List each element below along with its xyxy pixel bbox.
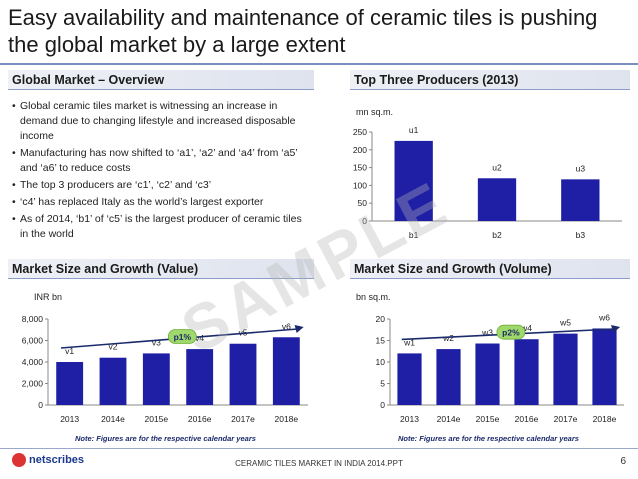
growth-arrow-head-icon — [294, 325, 304, 333]
y-tick-label: 150 — [353, 163, 367, 173]
bullet-item: As of 2014, ‘b1’ of ‘c5’ is the largest … — [10, 212, 310, 242]
page-number: 6 — [620, 456, 626, 467]
y-tick-label: 100 — [353, 180, 367, 190]
x-tick-label: 2013 — [400, 414, 419, 424]
growth-badge — [496, 324, 526, 340]
data-label: v2 — [109, 342, 118, 352]
x-tick-label: 2017e — [231, 414, 255, 424]
y-tick-label: 0 — [362, 216, 367, 226]
section-header-overview: Global Market – Overview — [8, 70, 314, 90]
data-label: v3 — [152, 337, 161, 347]
y-tick-label: 0 — [380, 400, 385, 410]
value-chart: INR bn 0 2,000 4,000 6,000 8,000 v1 2013 v2 2014e… — [8, 287, 314, 435]
producers-chart: mn sq.m. 0 50 100 150 200 250 u1 b1 u2 b2 u3 b3 — [350, 102, 630, 247]
x-tick-label: 2018e — [275, 414, 299, 424]
data-label: w2 — [442, 333, 454, 343]
bullet-item: Global ceramic tiles market is witnessin… — [10, 99, 310, 144]
y-tick-label: 15 — [376, 336, 386, 346]
y-tick-label: 4,000 — [22, 357, 44, 367]
data-label: v4 — [195, 333, 204, 343]
x-tick-label: b3 — [576, 230, 586, 240]
bar — [394, 140, 433, 221]
x-tick-label: 2015e — [476, 414, 500, 424]
growth-badge-label: p2% — [502, 328, 520, 338]
bullet-item: ‘c4’ has replaced Italy as the world’s l… — [10, 195, 310, 210]
data-label: w6 — [598, 312, 610, 322]
logo-text: netscribes — [29, 453, 85, 466]
bar — [56, 362, 84, 405]
footer-filename: CERAMIC TILES MARKET IN INDIA 2014.PPT — [235, 459, 403, 468]
data-label: u1 — [409, 125, 419, 135]
bar — [477, 178, 517, 221]
x-tick-label: b2 — [492, 230, 502, 240]
data-label: w5 — [559, 318, 571, 328]
bullet-item: The top 3 producers are ‘c1’, ‘c2’ and ‘… — [10, 178, 310, 193]
x-tick-label: 2018e — [593, 414, 617, 424]
title-divider — [0, 63, 638, 65]
growth-badge — [167, 329, 197, 344]
y-axis-unit-label: INR bn — [34, 292, 62, 302]
data-label: v1 — [65, 346, 74, 356]
y-tick-label: 0 — [38, 400, 43, 410]
netscribes-logo: netscribes — [12, 453, 84, 467]
data-label: w1 — [403, 337, 415, 347]
data-label: v6 — [282, 321, 291, 331]
y-axis-unit-label: bn sq.m. — [356, 292, 391, 302]
y-tick-label: 20 — [376, 314, 386, 324]
section-header-producers: Top Three Producers (2013) — [350, 70, 630, 90]
growth-arrow-head-icon — [611, 325, 621, 333]
x-tick-label: 2017e — [554, 414, 578, 424]
x-tick-label: 2016e — [188, 414, 212, 424]
footer-divider — [0, 448, 638, 449]
section-header-value: Market Size and Growth (Value) — [8, 259, 314, 279]
slide-title: Easy availability and maintenance of cer… — [8, 5, 598, 57]
data-label: u3 — [576, 163, 586, 173]
y-tick-label: 2,000 — [22, 379, 44, 389]
y-tick-label: 10 — [376, 357, 386, 367]
y-tick-label: 6,000 — [22, 336, 44, 346]
bar — [592, 328, 617, 405]
y-tick-label: 250 — [353, 127, 367, 137]
y-tick-label: 50 — [358, 198, 368, 208]
bar — [553, 333, 578, 405]
bar — [99, 357, 127, 405]
volume-chart: bn sq.m. 0 5 10 15 20 w1 2013 w2 2014e w3 2015e w4 20… — [350, 287, 630, 435]
y-tick-label: 200 — [353, 145, 367, 155]
data-label: w4 — [520, 323, 532, 333]
bar — [514, 339, 539, 405]
y-tick-label: 5 — [380, 379, 385, 389]
overview-bullet-list: Global ceramic tiles market is witnessin… — [10, 99, 310, 244]
bar — [436, 349, 461, 405]
bar — [186, 349, 214, 405]
logo-mark-icon — [12, 453, 26, 467]
volume-note: Note: Figures are for the respective cal… — [398, 434, 579, 443]
x-tick-label: 2015e — [145, 414, 169, 424]
bar — [397, 353, 422, 405]
y-axis-unit-label: mn sq.m. — [356, 107, 393, 117]
x-tick-label: 2013 — [60, 414, 79, 424]
bullet-item: Manufacturing has now shifted to ‘a1’, ‘… — [10, 146, 310, 176]
y-tick-label: 8,000 — [22, 314, 44, 324]
growth-badge-label: p1% — [174, 332, 192, 342]
data-label: u2 — [492, 162, 502, 172]
x-tick-label: 2014e — [437, 414, 461, 424]
section-header-volume: Market Size and Growth (Volume) — [350, 259, 630, 279]
value-note: Note: Figures are for the respective cal… — [75, 434, 256, 443]
bar — [561, 179, 600, 221]
bar — [475, 343, 500, 405]
bar — [229, 343, 257, 405]
bar — [142, 353, 170, 405]
x-tick-label: 2016e — [515, 414, 539, 424]
data-label: w3 — [481, 328, 493, 338]
x-tick-label: 2014e — [101, 414, 125, 424]
bar — [272, 337, 300, 405]
x-tick-label: b1 — [409, 230, 419, 240]
